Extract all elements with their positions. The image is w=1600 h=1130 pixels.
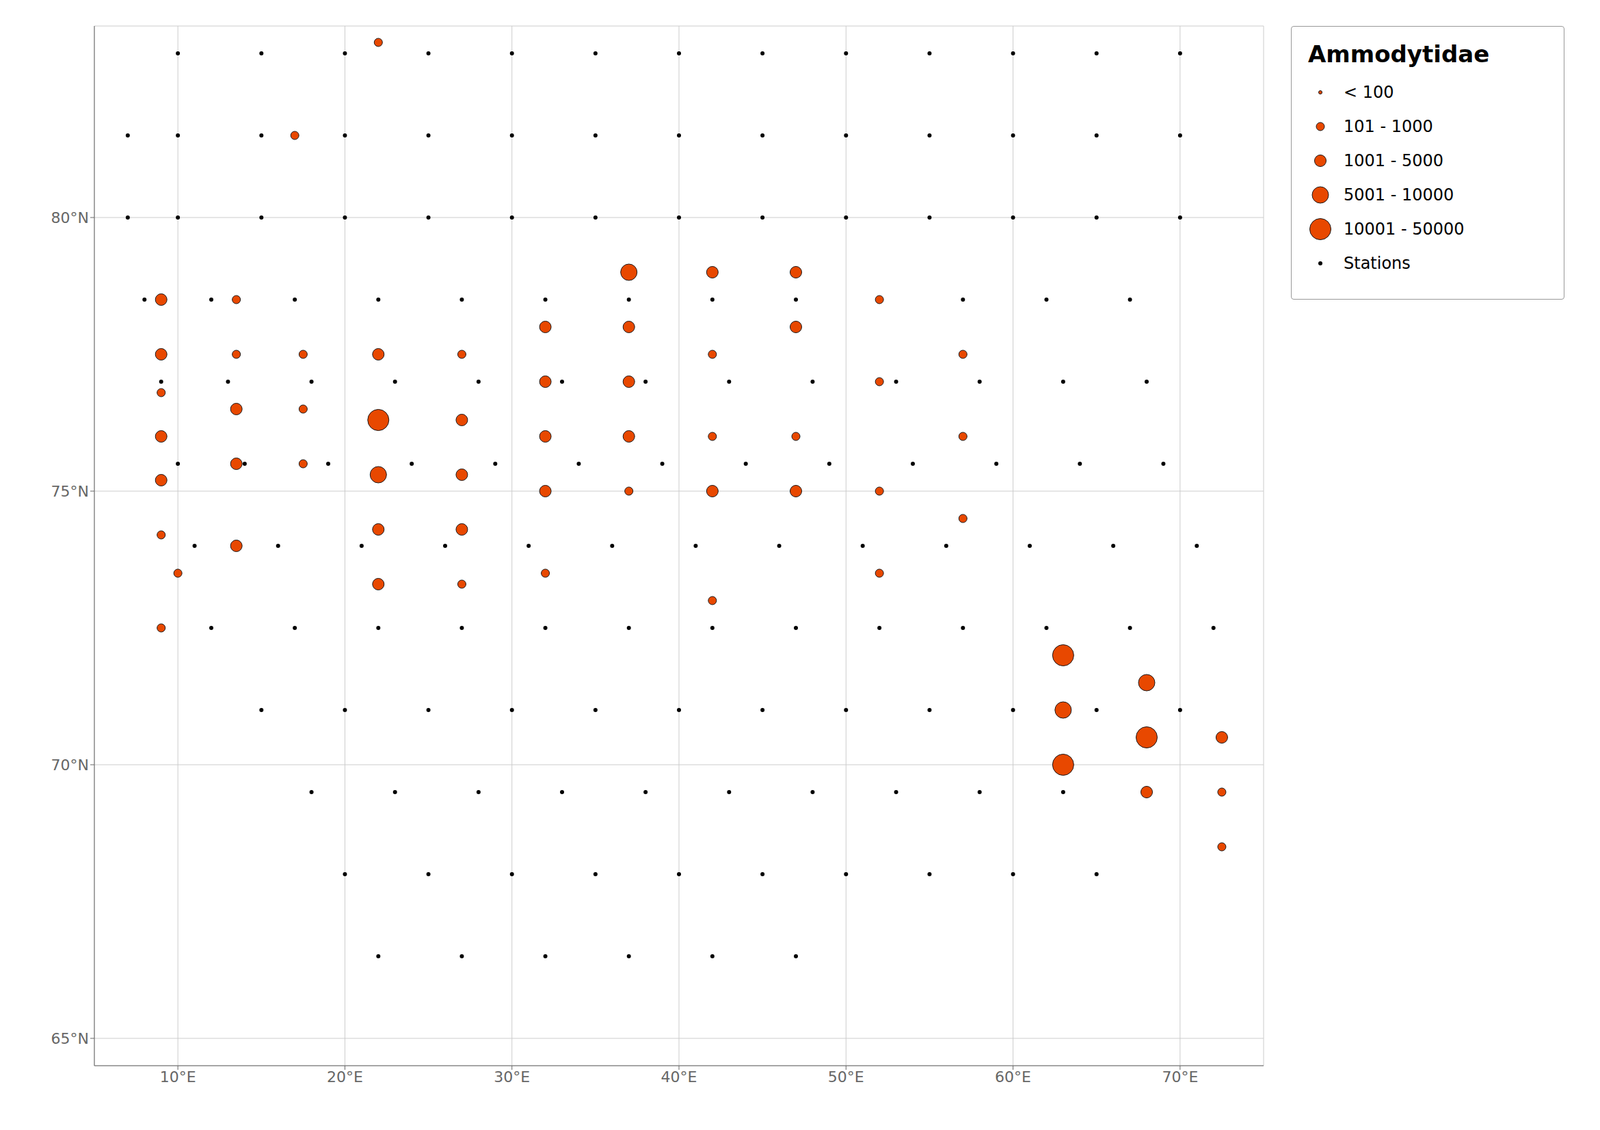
- svg-text:70°N: 70°N: [51, 756, 89, 774]
- svg-text:30°E: 30°E: [493, 1068, 530, 1086]
- svg-text:75°N: 75°N: [51, 482, 89, 500]
- html-text:10001 - 50000: 10001 - 50000: [1343, 219, 1465, 239]
- svg-text:60°E: 60°E: [994, 1068, 1032, 1086]
- html-text:1001 - 5000: 1001 - 5000: [1343, 151, 1444, 171]
- svg-text:40°E: 40°E: [661, 1068, 698, 1086]
- svg-text:10°E: 10°E: [160, 1068, 197, 1086]
- svg-text:65°N: 65°N: [51, 1029, 89, 1047]
- html-text:Stations: Stations: [1343, 253, 1411, 273]
- svg-text:70°E: 70°E: [1161, 1068, 1198, 1086]
- svg-text:20°E: 20°E: [326, 1068, 364, 1086]
- svg-text:50°E: 50°E: [828, 1068, 865, 1086]
- html-text:< 100: < 100: [1343, 82, 1394, 102]
- html-text:101 - 1000: 101 - 1000: [1343, 116, 1434, 137]
- html-text:5001 - 10000: 5001 - 10000: [1343, 185, 1454, 205]
- html-text:Ammodytidae: Ammodytidae: [1308, 40, 1490, 68]
- svg-text:80°N: 80°N: [51, 209, 89, 227]
